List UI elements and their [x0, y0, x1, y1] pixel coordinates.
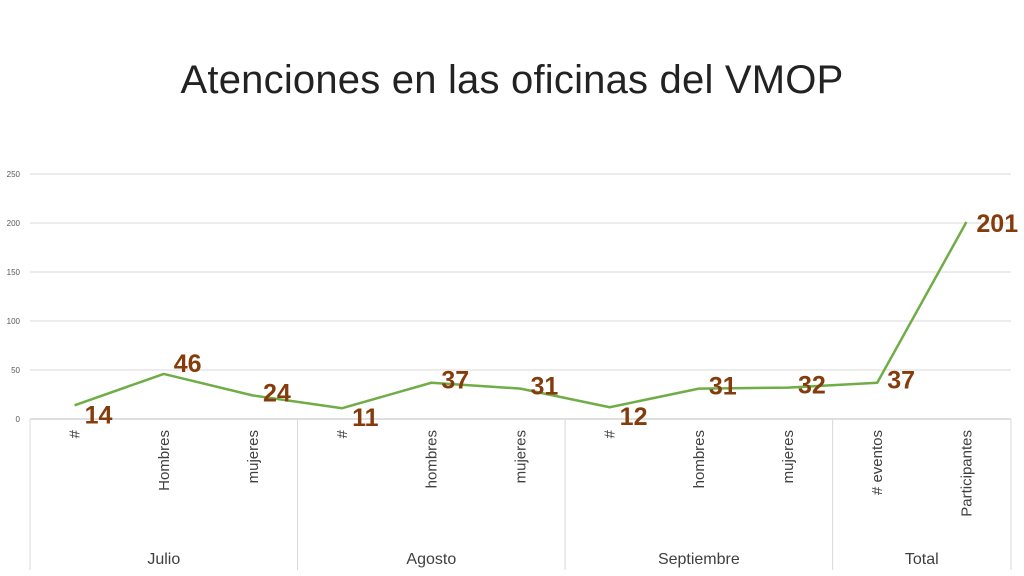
data-label: 46 — [174, 350, 202, 378]
x-category-label: Participantes — [958, 430, 975, 517]
data-label: 11 — [352, 404, 379, 432]
x-group-label: Septiembre — [658, 551, 740, 568]
x-category-label: # — [602, 429, 619, 438]
x-group-label: Total — [905, 551, 939, 568]
gridlines — [30, 173, 1011, 420]
data-label: 31 — [709, 373, 737, 401]
y-tick-label: 250 — [7, 170, 21, 179]
x-category-label: # — [67, 429, 84, 438]
data-label: 32 — [798, 372, 826, 400]
x-group-label: Agosto — [406, 551, 456, 568]
x-category-label: mujeres — [780, 430, 797, 483]
chart-title: Atenciones en las oficinas del VMOP — [180, 58, 844, 102]
x-category-label: # eventos — [869, 430, 886, 495]
data-label: 14 — [85, 401, 113, 429]
x-category-label: hombres — [423, 430, 440, 488]
y-tick-label: 200 — [7, 219, 21, 228]
data-label: 201 — [976, 210, 1018, 238]
x-category-label: mujeres — [513, 430, 530, 483]
data-label: 37 — [441, 367, 469, 395]
data-label: 37 — [887, 367, 915, 395]
y-axis-ticks: 0 50 100 150 200 250 — [7, 170, 21, 424]
x-category-label: hombres — [691, 430, 708, 488]
y-tick-label: 150 — [7, 268, 21, 277]
x-group-label: Julio — [147, 551, 180, 568]
series-line — [74, 221, 968, 410]
x-category-label: # — [334, 429, 351, 438]
data-label: 31 — [531, 373, 559, 401]
data-label: 24 — [263, 379, 291, 407]
x-category-label: mujeres — [245, 430, 262, 483]
y-tick-label: 50 — [11, 366, 20, 375]
series-line-path — [74, 221, 968, 410]
data-label: 12 — [620, 403, 648, 431]
x-category-label: Hombres — [156, 430, 173, 491]
y-tick-label: 100 — [7, 317, 21, 326]
data-labels: 14 46 24 11 37 31 12 31 32 37 201 — [85, 210, 1019, 432]
y-tick-label: 0 — [16, 415, 21, 424]
x-axis: # Hombres mujeres Julio # hombres mujeres Agost… — [29, 419, 1012, 570]
